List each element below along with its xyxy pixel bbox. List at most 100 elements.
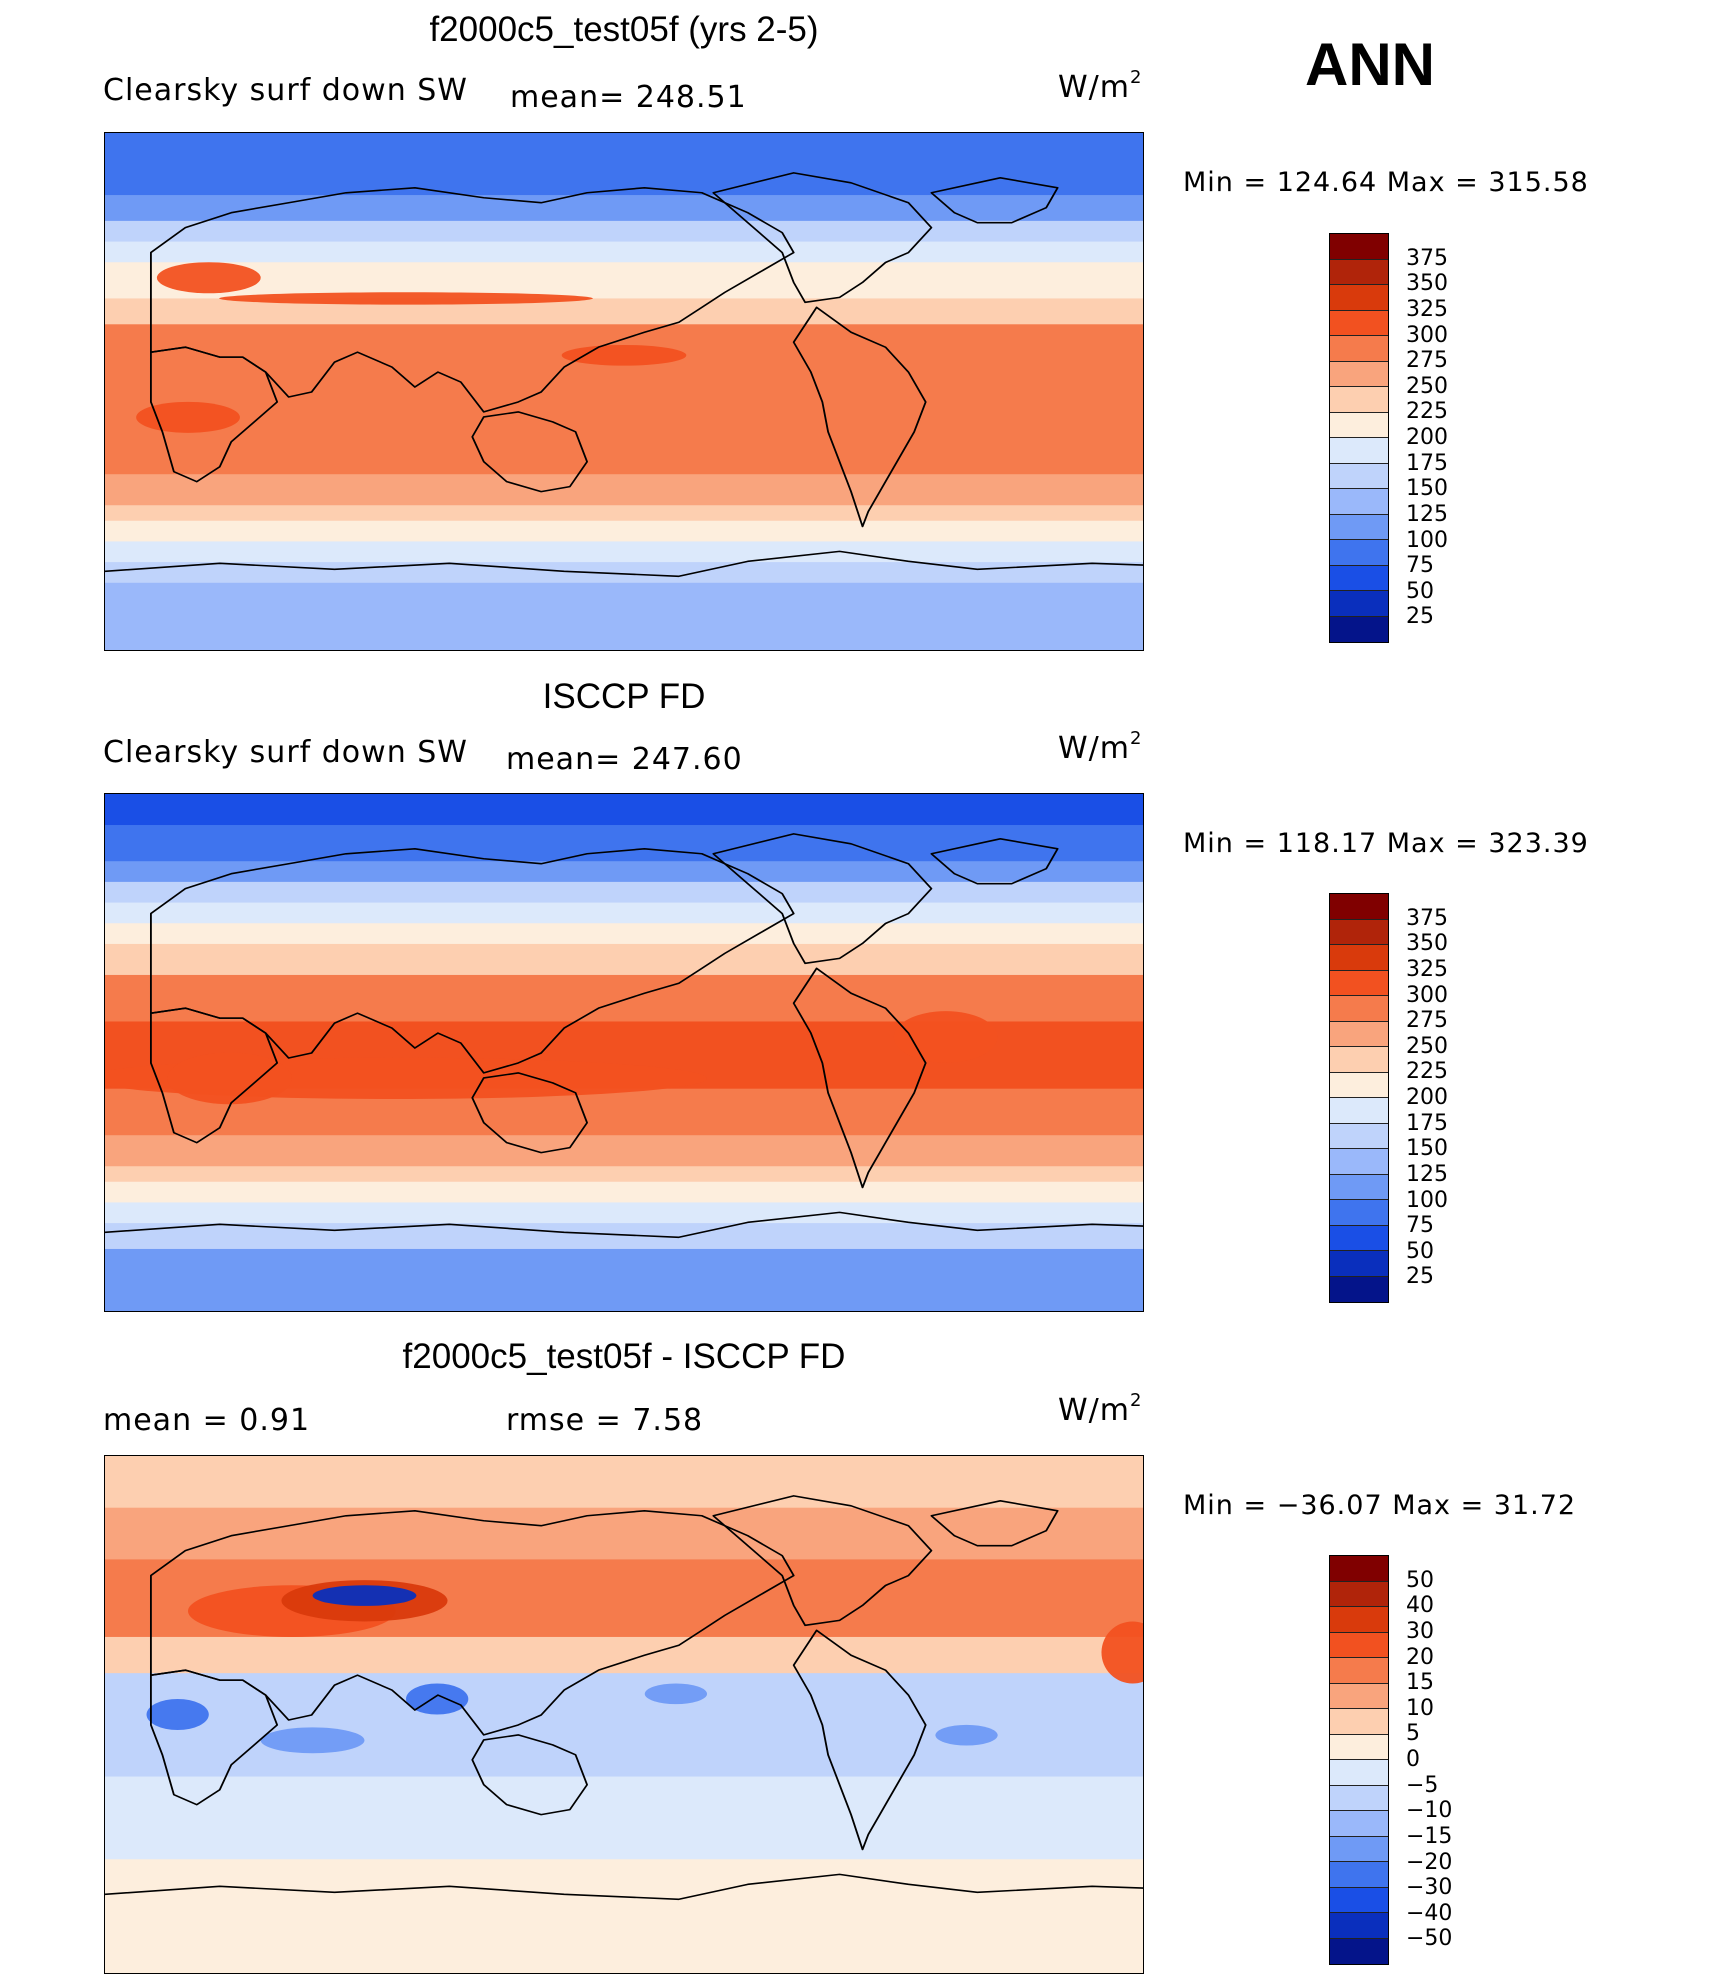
colorbar-tick-label: 300	[1406, 322, 1448, 348]
coastline	[105, 1211, 1143, 1239]
panel-1-variable: Clearsky surf down SW	[103, 73, 468, 108]
coastline	[712, 1495, 933, 1627]
coastline	[105, 1873, 1143, 1901]
colorbar-swatch	[1330, 1862, 1388, 1888]
panel-2-units: W/m2	[1058, 728, 1143, 766]
contour-band	[105, 902, 1143, 925]
colorbar-swatch	[1330, 1938, 1388, 1964]
panel-3-units: W/m2	[1058, 1390, 1143, 1428]
colorbar-tick-label: 75	[1406, 553, 1434, 579]
panel-3-map	[104, 1455, 1144, 1974]
colorbar-swatch	[1330, 1709, 1388, 1735]
contour-band	[105, 1248, 1143, 1311]
colorbar-tick-label: 350	[1406, 271, 1448, 297]
coastline	[792, 1629, 927, 1851]
colorbar-tick-label: 175	[1406, 450, 1448, 476]
colorbar-swatch	[1330, 1607, 1388, 1633]
contour-band	[105, 220, 1143, 243]
contour-region	[893, 1011, 998, 1063]
coastline	[149, 847, 795, 1074]
coastline	[712, 833, 933, 965]
contour-region	[935, 1724, 998, 1746]
colorbar-swatch	[1330, 438, 1388, 464]
coastlines	[105, 172, 1143, 578]
colorbar-tick-label: −40	[1406, 1900, 1453, 1926]
contour-band	[105, 794, 1143, 827]
colorbar-tick-label: −15	[1406, 1823, 1453, 1849]
contour-band	[105, 1776, 1143, 1861]
panel-1-mean: mean= 248.51	[510, 80, 747, 115]
contour-band	[105, 943, 1143, 976]
colorbar-tick-label: 225	[1406, 399, 1448, 425]
colorbar-swatch	[1330, 919, 1388, 945]
colorbar-tick-label: 75	[1406, 1213, 1434, 1239]
contour-band	[105, 825, 1143, 863]
colorbar-tick-label: 25	[1406, 1264, 1434, 1290]
contour-band	[105, 133, 1143, 197]
colorbar-tick-label: 10	[1406, 1695, 1434, 1721]
panel-2-variable: Clearsky surf down SW	[103, 735, 468, 770]
contour-region	[1101, 1621, 1143, 1684]
contour-band	[105, 974, 1143, 1023]
colorbar-swatch	[1330, 310, 1388, 336]
colorbar-swatch	[1330, 1887, 1388, 1913]
colorbar-swatch	[1330, 234, 1388, 260]
panel-3-mean: mean = 0.91	[103, 1403, 311, 1438]
colorbar-swatch	[1330, 1123, 1388, 1149]
colorbar-swatch	[1330, 894, 1388, 920]
colorbar-tick-label: 250	[1406, 373, 1448, 399]
colorbar-tick-label: 225	[1406, 1059, 1448, 1085]
colorbar-swatch	[1330, 996, 1388, 1022]
colorbar-swatch	[1330, 1785, 1388, 1811]
contour-region	[644, 1683, 708, 1705]
colorbar-tick-label: 100	[1406, 527, 1448, 553]
colorbar-tick-label: −30	[1406, 1875, 1453, 1901]
season-label: ANN	[1305, 31, 1435, 98]
colorbar-tick-label: 50	[1406, 578, 1434, 604]
colorbar-swatch	[1330, 1047, 1388, 1073]
colorbar-swatch	[1330, 1658, 1388, 1684]
contour-band	[105, 298, 1143, 326]
contour-region	[406, 1683, 469, 1715]
colorbar-tick-label: 350	[1406, 931, 1448, 957]
colorbar-swatch	[1330, 336, 1388, 362]
contour-band	[105, 474, 1143, 507]
contour-band	[105, 195, 1143, 222]
colorbar-swatch	[1330, 1556, 1388, 1582]
coastline	[149, 1669, 279, 1806]
contour-band	[105, 541, 1143, 564]
colorbar-swatch	[1330, 1581, 1388, 1607]
colorbar-tick-label: 40	[1406, 1593, 1434, 1619]
colorbar-swatch	[1330, 1225, 1388, 1251]
colorbar-swatch	[1330, 489, 1388, 515]
colorbar-swatch	[1330, 1200, 1388, 1226]
contour-region	[260, 1727, 365, 1754]
coastline	[930, 177, 1059, 224]
panel-2-map	[104, 793, 1144, 1312]
contour-band	[105, 505, 1143, 522]
coastlines	[105, 833, 1143, 1239]
colorbar-swatch	[1330, 285, 1388, 311]
contour-band	[105, 262, 1143, 300]
colorbar-swatch	[1330, 361, 1388, 387]
contour-region	[219, 292, 593, 305]
colorbar-tick-label: 325	[1406, 956, 1448, 982]
contour-band	[105, 1859, 1143, 1892]
panel-3-rmse: rmse = 7.58	[506, 1403, 704, 1438]
colorbar-swatch	[1330, 1836, 1388, 1862]
contour-band	[105, 1202, 1143, 1225]
colorbar-tick-label: 275	[1406, 1008, 1448, 1034]
contour-band	[105, 520, 1143, 543]
colorbar-swatch	[1330, 1174, 1388, 1200]
colorbar-tick-label: 200	[1406, 1085, 1448, 1110]
colorbar-tick-label: 375	[1406, 245, 1448, 271]
coastline	[471, 1072, 588, 1154]
colorbar-swatch	[1330, 565, 1388, 591]
colorbar-tick-label: 150	[1406, 476, 1448, 502]
contour-region	[561, 344, 687, 366]
colorbar-tick-label: 20	[1406, 1644, 1434, 1670]
colorbar-tick-label: 0	[1406, 1747, 1420, 1772]
colorbar-swatch	[1330, 1276, 1388, 1302]
colorbar-swatch	[1330, 1021, 1388, 1047]
panel-3-minmax: Min = −36.07 Max = 31.72	[1183, 1490, 1577, 1521]
